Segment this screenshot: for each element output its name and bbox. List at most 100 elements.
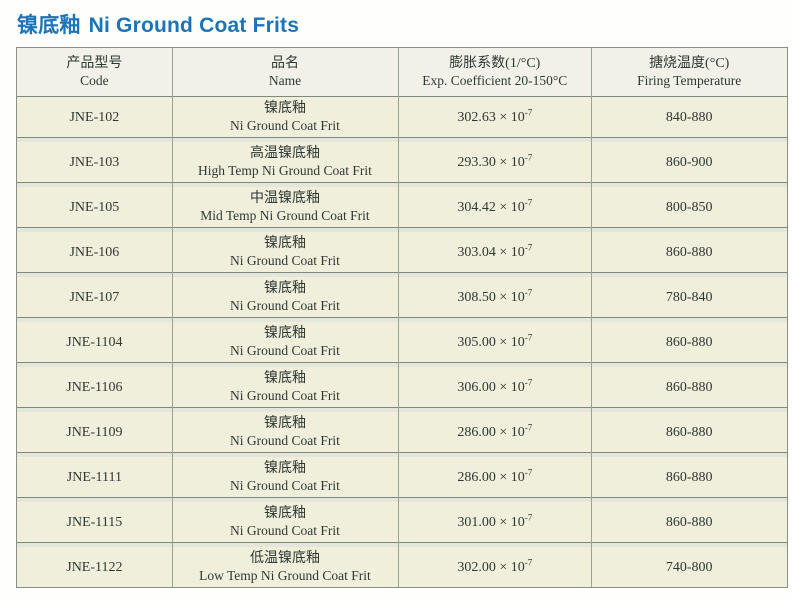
product-name-english: Ni Ground Coat Frit [230,433,340,448]
cell-name: 镍底釉 Ni Ground Coat Frit [172,457,398,497]
header-code-english: Code [80,73,109,88]
header-cell-firing-temperature: 搪烧温度(°C) Firing Temperature [591,48,787,96]
cell-code: JNE-105 [17,187,172,227]
table-row: JNE-105 中温镍底釉 Mid Temp Ni Ground Coat Fr… [17,187,787,228]
cell-code: JNE-1106 [17,367,172,407]
cell-name: 高温镍底釉 High Temp Ni Ground Coat Frit [172,142,398,182]
page-title: 镍底釉 Ni Ground Coat Frits [0,0,792,47]
firing-temperature-range: 860-880 [665,469,713,485]
page-title-chinese: 镍底釉 [17,14,81,37]
product-name-chinese: 低温镍底釉 [249,551,320,566]
cell-coefficient: 286.00 × 10-7 [398,457,591,497]
cell-name: 镍底釉 Ni Ground Coat Frit [172,322,398,362]
header-code-chinese: 产品型号 [66,56,123,71]
header-name-chinese: 品名 [270,56,299,71]
product-code: JNE-1109 [66,424,123,440]
product-code: JNE-1122 [66,559,123,575]
cell-code: JNE-106 [17,232,172,272]
cell-firing-temperature: 740-800 [591,547,787,587]
header-firing-chinese: 搪烧温度(°C) [649,56,730,71]
product-code: JNE-1115 [66,514,123,530]
header-coefficient-chinese: 膨胀系数(1/°C) [449,56,541,71]
product-name-chinese: 镍底釉 [263,326,306,341]
cell-name: 中温镍底釉 Mid Temp Ni Ground Coat Frit [172,187,398,227]
cell-coefficient: 308.50 × 10-7 [398,277,591,317]
cell-name: 镍底釉 Ni Ground Coat Frit [172,412,398,452]
column-divider-2 [398,48,400,587]
table-row: JNE-1111 镍底釉 Ni Ground Coat Frit 286.00 … [17,457,787,498]
product-name-chinese: 镍底釉 [263,461,306,476]
product-name-english: Ni Ground Coat Frit [230,118,340,133]
firing-temperature-range: 860-900 [665,154,713,170]
cell-coefficient: 302.00 × 10-7 [398,547,591,587]
expansion-coefficient: 306.00 × 10-7 [457,376,533,395]
table-row: JNE-1106 镍底釉 Ni Ground Coat Frit 306.00 … [17,367,787,408]
cell-name: 镍底釉 Ni Ground Coat Frit [172,277,398,317]
cell-firing-temperature: 800-850 [591,187,787,227]
cell-name: 镍底釉 Ni Ground Coat Frit [172,97,398,137]
expansion-coefficient: 303.04 × 10-7 [457,241,533,260]
cell-code: JNE-1111 [17,457,172,497]
column-divider-1 [171,48,173,587]
product-name-chinese: 镍底釉 [263,506,306,521]
cell-code: JNE-1122 [17,547,172,587]
firing-temperature-range: 860-880 [665,514,713,530]
table-row: JNE-1109 镍底釉 Ni Ground Coat Frit 286.00 … [17,412,787,453]
table-row: JNE-103 高温镍底釉 High Temp Ni Ground Coat F… [17,142,787,183]
firing-temperature-range: 860-880 [665,379,713,395]
cell-coefficient: 302.63 × 10-7 [398,97,591,137]
product-name-english: Ni Ground Coat Frit [230,523,340,538]
cell-coefficient: 293.30 × 10-7 [398,142,591,182]
cell-firing-temperature: 860-880 [591,502,787,542]
header-cell-coefficient: 膨胀系数(1/°C) Exp. Coefficient 20-150°C [398,48,591,96]
table-row: JNE-106 镍底釉 Ni Ground Coat Frit 303.04 ×… [17,232,787,273]
expansion-coefficient: 302.63 × 10-7 [457,106,533,125]
table-row: JNE-1122 低温镍底釉 Low Temp Ni Ground Coat F… [17,547,787,587]
page-title-english: Ni Ground Coat Frits [88,14,300,37]
cell-coefficient: 304.42 × 10-7 [398,187,591,227]
cell-name: 镍底釉 Ni Ground Coat Frit [172,502,398,542]
product-name-chinese: 镍底釉 [263,236,306,251]
firing-temperature-range: 800-850 [665,199,713,215]
product-name-chinese: 镍底釉 [263,281,306,296]
header-coefficient-english: Exp. Coefficient 20-150°C [422,73,568,88]
product-name-chinese: 高温镍底釉 [249,146,320,161]
cell-firing-temperature: 860-880 [591,457,787,497]
product-code: JNE-105 [69,199,120,215]
cell-firing-temperature: 840-880 [591,97,787,137]
cell-coefficient: 305.00 × 10-7 [398,322,591,362]
product-code: JNE-1104 [66,334,123,350]
product-code: JNE-103 [69,154,120,170]
product-code: JNE-1106 [66,379,123,395]
product-name-chinese: 镍底釉 [263,416,306,431]
firing-temperature-range: 860-880 [665,334,713,350]
cell-coefficient: 286.00 × 10-7 [398,412,591,452]
table-header-row: 产品型号 Code 品名 Name 膨胀系数(1/°C) Exp. Coeffi… [17,48,787,97]
table-row: JNE-1115 镍底釉 Ni Ground Coat Frit 301.00 … [17,502,787,543]
cell-firing-temperature: 860-900 [591,142,787,182]
table-row: JNE-102 镍底釉 Ni Ground Coat Frit 302.63 ×… [17,97,787,138]
firing-temperature-range: 840-880 [665,109,713,125]
cell-name: 镍底釉 Ni Ground Coat Frit [172,232,398,272]
product-name-english: Ni Ground Coat Frit [230,253,340,268]
expansion-coefficient: 286.00 × 10-7 [457,421,533,440]
table-body: JNE-102 镍底釉 Ni Ground Coat Frit 302.63 ×… [17,97,787,587]
cell-coefficient: 301.00 × 10-7 [398,502,591,542]
product-name-english: Ni Ground Coat Frit [230,478,340,493]
cell-name: 镍底釉 Ni Ground Coat Frit [172,367,398,407]
table-row: JNE-1104 镍底釉 Ni Ground Coat Frit 305.00 … [17,322,787,363]
header-cell-name: 品名 Name [172,48,398,96]
frits-table: 产品型号 Code 品名 Name 膨胀系数(1/°C) Exp. Coeffi… [16,47,788,588]
expansion-coefficient: 293.30 × 10-7 [457,151,533,170]
expansion-coefficient: 302.00 × 10-7 [457,556,533,575]
expansion-coefficient: 301.00 × 10-7 [457,511,533,530]
firing-temperature-range: 860-880 [665,424,713,440]
expansion-coefficient: 308.50 × 10-7 [457,286,533,305]
product-name-english: Ni Ground Coat Frit [230,388,340,403]
column-divider-3 [591,48,593,587]
cell-code: JNE-1109 [17,412,172,452]
cell-coefficient: 306.00 × 10-7 [398,367,591,407]
product-name-chinese: 镍底釉 [263,371,306,386]
product-name-english: Ni Ground Coat Frit [230,298,340,313]
